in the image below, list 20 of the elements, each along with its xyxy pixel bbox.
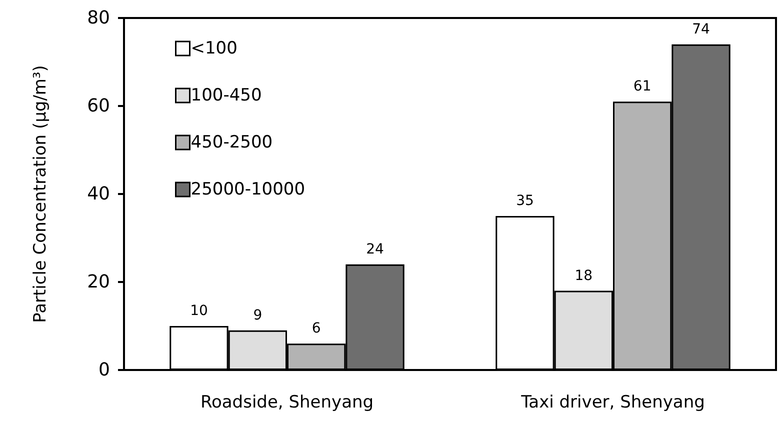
- data-label: 10: [190, 303, 208, 319]
- y-tick-label: 0: [98, 360, 110, 380]
- data-label: 74: [692, 21, 710, 38]
- data-label: 6: [312, 320, 321, 337]
- y-tick-label: 20: [87, 272, 110, 292]
- y-axis-title: Particle Concentration (µg/m³): [30, 65, 50, 323]
- data-label: 9: [253, 307, 262, 324]
- data-label: 24: [366, 241, 384, 258]
- data-label: 35: [516, 193, 534, 209]
- data-label: 18: [574, 268, 593, 284]
- x-tick-label: Taxi driver, Shenyang: [520, 392, 705, 412]
- legend-label: 450-2500: [190, 132, 273, 152]
- legend-label: 25000-10000: [190, 180, 306, 200]
- legend-label: 100-450: [190, 86, 262, 106]
- y-tick-label: 60: [87, 96, 110, 116]
- y-tick-label: 40: [87, 184, 110, 204]
- x-tick-label: Roadside, Shenyang: [200, 392, 374, 412]
- y-tick-label: 80: [87, 8, 110, 28]
- legend-label: <100: [190, 38, 238, 58]
- data-label: 61: [633, 78, 652, 95]
